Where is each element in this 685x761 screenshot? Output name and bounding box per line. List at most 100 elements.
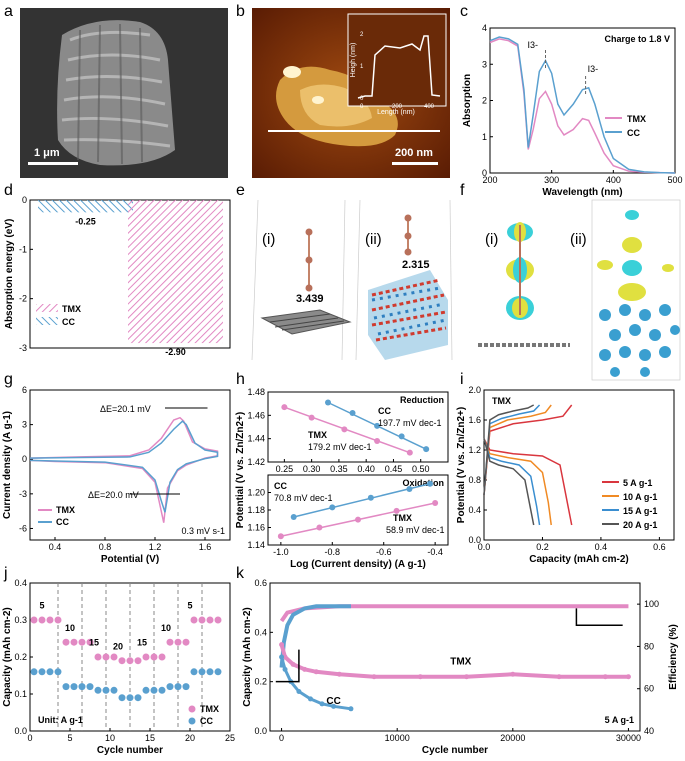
capacity-point-tmx <box>625 674 631 680</box>
x-tick-label: 30000 <box>616 733 641 743</box>
charge-slab-ii <box>599 304 680 377</box>
x-tick-label: 0.45 <box>385 464 403 474</box>
data-point-tmx <box>214 616 222 624</box>
capacity-point-tmx <box>336 671 342 677</box>
charge-curve <box>483 404 573 496</box>
y-tick-label: 0.3 <box>14 615 27 625</box>
y-tick-label: 0.1 <box>14 689 27 699</box>
carbon-sheet-i <box>260 309 352 335</box>
capacity-point-tmx <box>556 674 562 680</box>
y-axis-label: Potential (V vs. Zn/Zn2+) <box>456 407 467 523</box>
x-axis-label: Log (Current density) (A g-1) <box>290 559 426 570</box>
data-point-cc <box>150 686 158 694</box>
capacity-point-tmx <box>313 669 319 675</box>
data-point-tmx <box>62 638 70 646</box>
legend-label: CC <box>62 317 75 327</box>
y-tick-label: 0.0 <box>14 726 27 736</box>
panel-letter-j: j <box>3 565 8 582</box>
y-axis-label: Capacity (mAh cm-2) <box>242 607 253 706</box>
afm-inset-xtick: 0 <box>360 104 364 110</box>
data-point-cc <box>158 686 166 694</box>
data-point-cc <box>118 694 126 702</box>
afm-inset-ytick: 0 <box>360 96 364 102</box>
x-tick-label: 0.4 <box>595 542 608 552</box>
y-tick-label: 1.14 <box>247 540 265 550</box>
capacity-point-tmx <box>602 674 608 680</box>
sem-scale-label: 1 μm <box>34 147 60 159</box>
efficiency-line-cc <box>279 604 351 668</box>
data-point-tmx <box>190 616 198 624</box>
data-point-tmx <box>70 638 78 646</box>
x-tick-label: 1.6 <box>199 542 212 552</box>
y-axis-label: Capacity (mAh cm-2) <box>2 607 13 706</box>
x-tick-label: -0.4 <box>427 547 443 557</box>
data-point-cc <box>206 668 214 676</box>
discharge-curve <box>483 438 552 526</box>
y-axis-label: Current density (A g-1) <box>2 411 13 519</box>
annotation-delta-e: ΔE=20.0 mV <box>88 490 139 500</box>
legend-label: CC <box>56 517 69 527</box>
charge-label-i: (i) <box>485 231 498 248</box>
rate-label: 5 <box>39 601 44 611</box>
mxene-slab <box>368 270 448 360</box>
y2-tick-label: 100 <box>644 599 659 609</box>
plot-frame <box>269 582 641 732</box>
y-tick-label: 1.18 <box>247 505 265 515</box>
y-tick-label: 0.2 <box>254 677 267 687</box>
y2-tick-label: 40 <box>644 726 654 736</box>
x-tick-label: 20 <box>185 733 195 743</box>
axis-pointer-left <box>275 649 300 683</box>
x-tick-label: 0.4 <box>49 542 62 552</box>
data-point-tmx <box>406 449 413 456</box>
afm-inset-xtick: 400 <box>424 104 435 110</box>
data-point-tmx <box>277 533 284 540</box>
data-point-tmx <box>102 653 110 661</box>
chart-h-reduction-tafel: 0.25 0.30 0.35 0.40 0.45 0.50 1.48 1.46 1.44 1.42… <box>247 387 449 474</box>
data-point-cc <box>166 683 174 691</box>
slope-label-tmx: 58.9 mV dec-1 <box>386 525 445 535</box>
data-point-cc <box>190 668 198 676</box>
capacity-point-tmx <box>464 674 470 680</box>
panel-letter-b: b <box>236 3 245 20</box>
data-point-cc <box>349 410 356 416</box>
data-point-cc <box>94 686 102 694</box>
data-point-tmx <box>158 653 166 661</box>
x-tick-label: 25 <box>225 733 235 743</box>
capacity-point-tmx <box>417 674 423 680</box>
chart-title: Oxidation <box>402 478 444 488</box>
slope-label-tmx: 179.2 mV dec-1 <box>308 442 372 452</box>
rate-label: 20 <box>113 641 123 651</box>
y-tick-label: 2.0 <box>468 385 481 395</box>
series-label-tmx: TMX <box>308 430 327 440</box>
legend-label: TMX <box>200 704 219 714</box>
chart-j-rate-performance: 0 5 10 15 20 25 0.0 0.1 0.2 0.3 0.4 Cycle number Cap… <box>2 578 235 756</box>
x-tick-label: -0.6 <box>376 547 392 557</box>
legend-label: TMX <box>627 114 646 124</box>
legend-label: TMX <box>62 304 81 314</box>
capacity-point-cc <box>279 654 285 660</box>
discharge-curve <box>483 438 573 526</box>
data-point-tmx <box>126 657 134 665</box>
data-point-tmx <box>355 516 361 523</box>
afm-inset-ytick: 2 <box>360 32 364 38</box>
x-tick-label: 0.8 <box>99 542 112 552</box>
panel-letter-f: f <box>460 182 465 199</box>
data-point-cc <box>30 668 38 676</box>
x-tick-label: 0.6 <box>653 542 666 552</box>
afm-image: Heigh (nm) Length (nm) 0 1 2 0 200 400 2… <box>252 8 450 178</box>
series-line-tmx <box>489 38 676 174</box>
series-label-cc: CC <box>378 406 391 416</box>
afm-inset-ylabel: Heigh (nm) <box>350 43 357 78</box>
x-tick-label: 5 <box>67 733 72 743</box>
capacity-point-tmx <box>282 654 288 660</box>
capacity-point-cc <box>296 689 302 695</box>
y-tick-label: 0 <box>22 454 27 464</box>
data-point-tmx <box>150 653 158 661</box>
y-axis-label: Absorption energy (eV) <box>4 219 15 330</box>
panel-letter-d: d <box>4 182 13 199</box>
y2-tick-label: 60 <box>644 684 654 694</box>
data-point-cc <box>406 486 413 492</box>
data-point-cc <box>427 480 433 487</box>
capacity-point-cc <box>307 696 313 702</box>
afm-inset-xtick: 200 <box>392 104 403 110</box>
